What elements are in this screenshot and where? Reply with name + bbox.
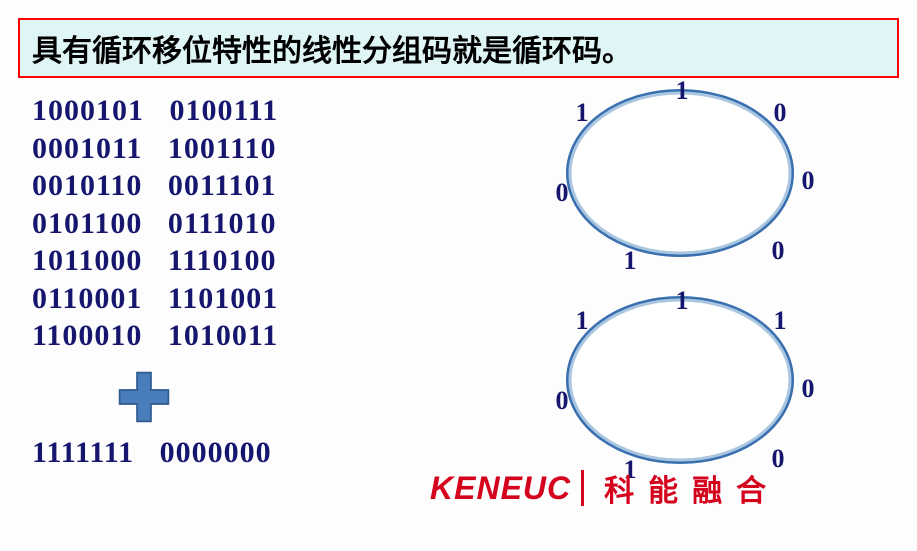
bottom-circle-bit-label: 1 xyxy=(770,306,790,336)
code-row: 1100010 1010011 xyxy=(32,317,278,355)
code-row: 0110001 1101001 xyxy=(32,280,278,318)
top-circle-bit-label: 0 xyxy=(768,236,788,266)
bottom-circle-bit-label: 1 xyxy=(572,306,592,336)
title-text: 具有循环移位特性的线性分组码就是循环码。 xyxy=(32,35,632,68)
code-row: 1011000 1110100 xyxy=(32,242,278,280)
code-row: 0001011 1001110 xyxy=(32,130,278,168)
binary-code-table: 1000101 01001110001011 10011100010110 00… xyxy=(32,92,278,355)
top-circle-bit-label: 1 xyxy=(620,246,640,276)
watermark-cn: 科能融合 xyxy=(604,466,780,510)
top-circle-bit-label: 1 xyxy=(572,98,592,128)
top-circle-bit-label: 0 xyxy=(552,178,572,208)
top-circle-bit-label: 0 xyxy=(798,166,818,196)
bottom-circle-bit-label: 0 xyxy=(798,374,818,404)
top-circle-bit-label: 1 xyxy=(672,76,692,106)
top-circle-bit-label: 0 xyxy=(770,98,790,128)
cyclic-diagrams: 10001011100101 xyxy=(520,78,880,518)
code-row: 0101100 0111010 xyxy=(32,205,278,243)
watermark-divider xyxy=(581,470,584,506)
content-area: 1000101 01001110001011 10011100010110 00… xyxy=(0,78,917,538)
title-box: 具有循环移位特性的线性分组码就是循环码。 xyxy=(18,18,899,78)
bottom-circle-bit-label: 1 xyxy=(672,286,692,316)
watermark: KENEUC 科能融合 xyxy=(430,466,780,510)
bottom-circle-bit-label: 0 xyxy=(552,386,572,416)
watermark-en: KENEUC xyxy=(430,470,571,507)
result-row: 1111111 0000000 xyxy=(32,436,272,470)
code-row: 0010110 0011101 xyxy=(32,167,278,205)
code-row: 1000101 0100111 xyxy=(32,92,278,130)
plus-icon xyxy=(115,368,173,426)
